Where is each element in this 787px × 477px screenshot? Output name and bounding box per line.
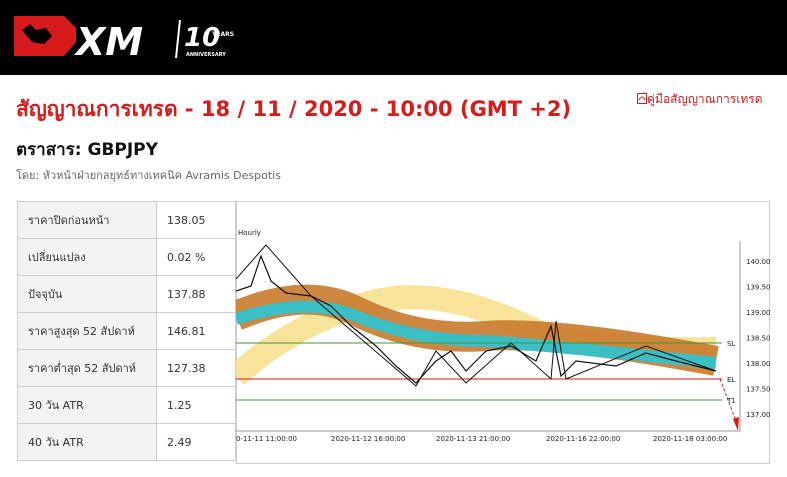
- stat-label: 40 วัน ATR: [17, 423, 157, 461]
- stat-value: 0.02 %: [156, 238, 236, 276]
- price-label: 138.00: [746, 360, 770, 368]
- guide-link[interactable]: คู่มือสัญญาณการเทรด: [637, 90, 763, 109]
- table-row: ราคาปิดก่อนหน้า 138.05: [17, 201, 236, 239]
- level-label: EL: [727, 376, 735, 384]
- header-bar: XM 10 YEARS ANNIVERSARY: [0, 0, 787, 75]
- time-label: 2020-11-16 22:00:00: [546, 435, 620, 443]
- table-row: 40 วัน ATR 2.49: [17, 423, 236, 461]
- table-row: 30 วัน ATR 1.25: [17, 386, 236, 424]
- stat-label: ราคาต่ำสุด 52 สัปดาห์: [17, 349, 157, 387]
- page-title: สัญญาณการเทรด - 18 / 11 / 2020 - 10:00 (…: [16, 97, 572, 121]
- price-label: 137.50: [746, 386, 770, 394]
- anniversary-label: ANNIVERSARY: [186, 52, 226, 58]
- stat-label: 30 วัน ATR: [17, 386, 157, 424]
- table-row: ราคาสูงสุด 52 สัปดาห์ 146.81: [17, 312, 236, 350]
- table-row: ปัจจุบัน 137.88: [17, 275, 236, 313]
- anniversary-years: YEARS: [211, 31, 234, 38]
- anniversary-number: 10: [184, 23, 220, 53]
- stat-label: ราคาปิดก่อนหน้า: [17, 201, 157, 239]
- stat-value: 127.38: [156, 349, 236, 387]
- price-label: 137.00: [746, 411, 770, 419]
- instrument: ตราสาร: GBPJPY: [16, 140, 158, 160]
- stat-label: ปัจจุบัน: [17, 275, 157, 313]
- price-label: 139.00: [746, 309, 770, 317]
- stat-value: 138.05: [156, 201, 236, 239]
- time-label: 2020-11-13 21:00:00: [436, 435, 510, 443]
- price-label: 139.50: [746, 284, 770, 292]
- logo: XM 10 YEARS ANNIVERSARY: [14, 16, 234, 64]
- stats-table: ราคาปิดก่อนหน้า 138.05 เปลี่ยนแปลง 0.02 % ปั…: [17, 201, 236, 461]
- timeframe: Hourly: [238, 229, 261, 237]
- price-label: 140.00: [746, 258, 770, 266]
- logo-text: XM: [74, 20, 143, 64]
- stat-label: ราคาสูงสุด 52 สัปดาห์: [17, 312, 157, 350]
- stat-value: 1.25: [156, 386, 236, 424]
- chart-image: Hourly 140.00 139.50 139.00 138.50 138.00 137…: [236, 201, 770, 464]
- stat-value: 146.81: [156, 312, 236, 350]
- time-label: 0-11-11 11:00:00: [236, 435, 297, 443]
- level-label: SL: [727, 340, 735, 348]
- stat-value: 2.49: [156, 423, 236, 461]
- table-row: เปลี่ยนแปลง 0.02 %: [17, 238, 236, 276]
- author: โดย: หัวหน้าฝ่ายกลยุทธ์ทางเทคนิค Avramis…: [16, 169, 281, 182]
- time-label: 2020-11-18 03:00:00: [653, 435, 727, 443]
- guide-text[interactable]: คู่มือสัญญาณการเทรด: [647, 92, 763, 106]
- stat-value: 137.88: [156, 275, 236, 313]
- time-label: 2020-11-12 16:00:00: [331, 435, 405, 443]
- price-label: 138.50: [746, 335, 770, 343]
- pdf-icon: [637, 93, 647, 104]
- level-label: T1: [726, 397, 736, 405]
- stat-label: เปลี่ยนแปลง: [17, 238, 157, 276]
- table-row: ราคาต่ำสุด 52 สัปดาห์ 127.38: [17, 349, 236, 387]
